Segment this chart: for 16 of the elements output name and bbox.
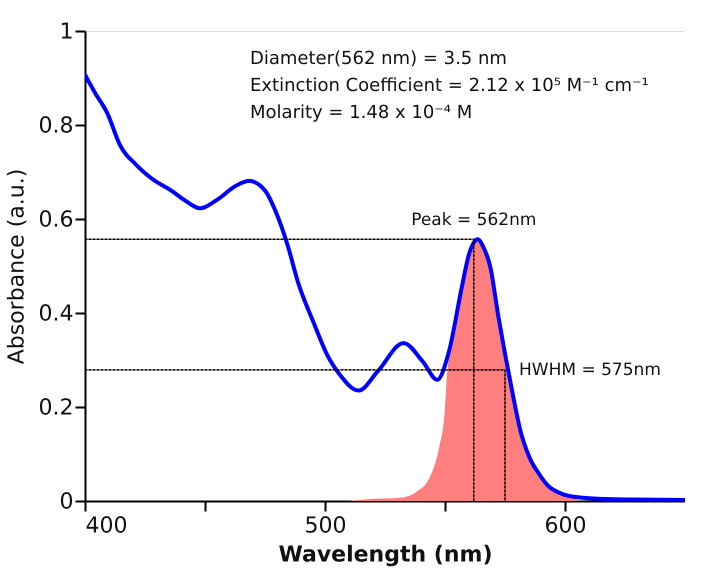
y-tick-label: 0 <box>60 490 74 514</box>
y-tick-label: 1 <box>60 20 74 44</box>
x-tick-label: 500 <box>304 514 346 538</box>
annotation: Extinction Coefficient = 2.12 x 10⁵ M⁻¹ cm⁻¹ <box>250 75 649 96</box>
y-tick-label: 0.8 <box>38 114 74 138</box>
annotation: Molarity = 1.48 x 10⁻⁴ M <box>250 102 472 123</box>
x-tick-label: 600 <box>544 514 586 538</box>
y-tick-label: 0.6 <box>38 208 74 232</box>
annotation: Diameter(562 nm) = 3.5 nm <box>250 48 507 69</box>
annotation: Peak = 562nm <box>411 210 536 230</box>
annotation: HWHM = 575nm <box>519 360 661 380</box>
x-axis-title: Wavelength (nm) <box>278 542 492 568</box>
y-tick-label: 0.4 <box>38 302 74 326</box>
y-axis-title: Absorbance (a.u.) <box>4 168 30 364</box>
x-tick-label: 400 <box>86 514 128 538</box>
y-tick-label: 0.2 <box>38 396 74 420</box>
